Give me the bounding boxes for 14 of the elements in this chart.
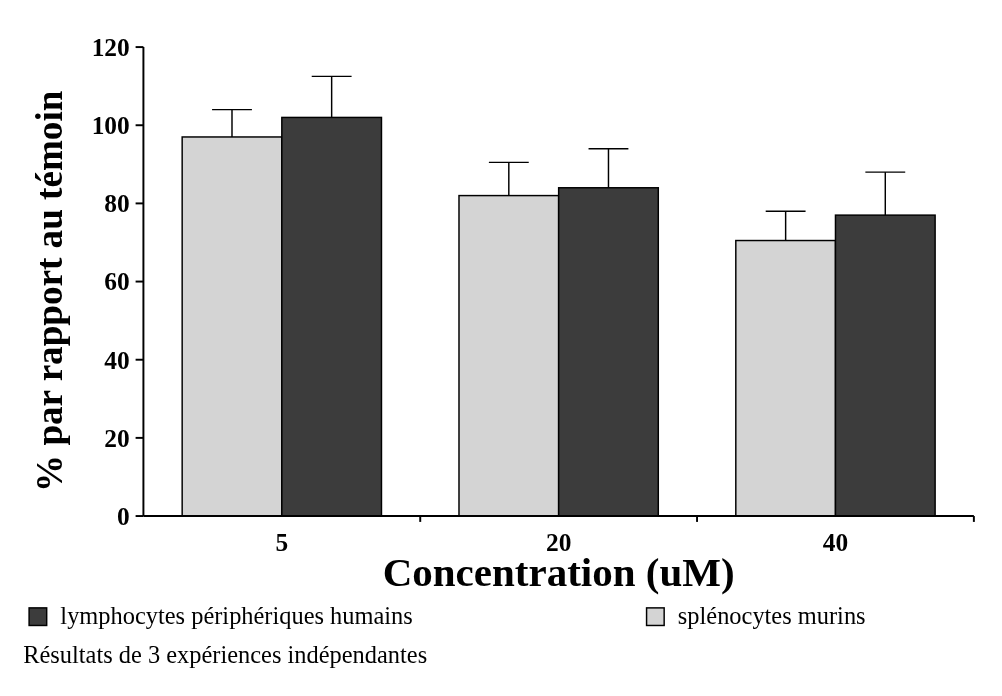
legend-label: lymphocytes périphériques humains: [60, 601, 413, 629]
y-tick-label: 80: [104, 189, 130, 218]
text: Résultats de 3 expériences indépendantes: [23, 640, 428, 668]
y-tick-label: 20: [104, 423, 130, 452]
x-tick-label: 20: [545, 528, 572, 557]
x-tick-label: 40: [822, 528, 849, 557]
y-tick-label: 0: [117, 501, 130, 530]
legend-label: splénocytes murins: [677, 601, 866, 629]
y-axis-title: % par rapport au témoin: [29, 90, 71, 493]
y-tick-label: 120: [91, 32, 130, 61]
y-tick-label: 60: [104, 267, 130, 296]
x-tick-label: 5: [275, 528, 289, 557]
y-tick-label: 40: [104, 345, 130, 374]
y-tick-label: 100: [91, 111, 130, 140]
